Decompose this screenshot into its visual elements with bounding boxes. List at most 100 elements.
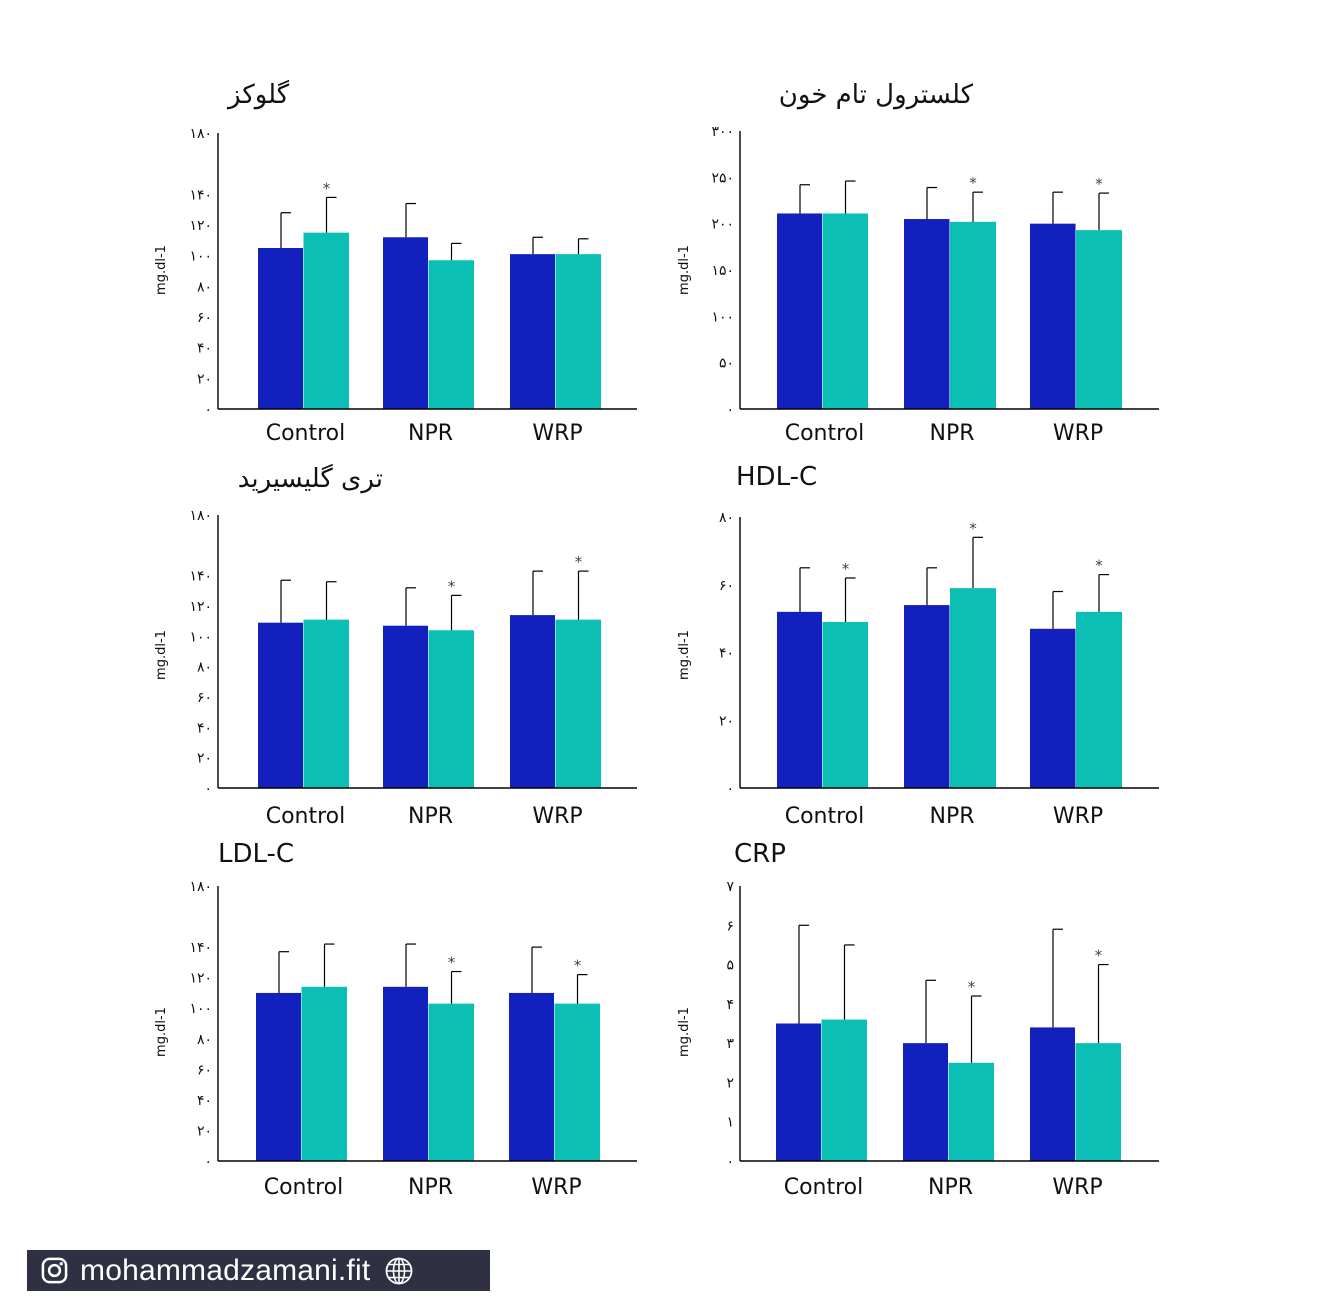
- chart-panel: کلسترول تام خون mg.dl-1 ۰ ۵۰ ۱۰۰ ۱۵۰ ۲۰۰ ۲۵۰ ۳۰۰…: [677, 80, 1159, 446]
- bar: [1075, 1043, 1121, 1161]
- y-tick-label: ۰: [726, 781, 734, 797]
- y-tick-label: ۲۰: [197, 751, 212, 767]
- significance-star: *: [1095, 175, 1103, 193]
- bar: [903, 1043, 948, 1161]
- y-tick-label: ۱۸۰: [189, 126, 212, 142]
- x-category-label: Control: [266, 804, 346, 829]
- bar: [555, 619, 601, 788]
- significance-star: *: [574, 957, 582, 975]
- y-axis-label: mg.dl-1: [677, 630, 692, 680]
- bar: [510, 615, 555, 788]
- chart-title: HDL-C: [736, 462, 817, 492]
- y-axis-label: mg.dl-1: [677, 245, 692, 295]
- x-category-label: NPR: [929, 421, 974, 446]
- bar: [904, 219, 950, 409]
- y-tick-label: ۲۰۰: [711, 217, 734, 233]
- bar: [822, 213, 868, 409]
- y-tick-label: ۸۰: [197, 279, 212, 295]
- y-tick-label: ۰: [726, 1154, 734, 1170]
- y-tick-label: ۶۰: [719, 578, 734, 594]
- bar: [428, 630, 474, 788]
- y-tick-label: ۱۲۰: [189, 218, 212, 234]
- bar: [1076, 611, 1122, 788]
- y-tick-label: ۰: [204, 781, 212, 797]
- y-tick-label: ۵: [726, 958, 734, 974]
- y-tick-label: ۸۰: [197, 1032, 212, 1048]
- x-category-label: WRP: [531, 1175, 581, 1200]
- y-tick-label: ۳۰۰: [711, 124, 734, 140]
- bar: [258, 622, 303, 788]
- bar: [428, 260, 474, 409]
- x-category-label: WRP: [1053, 804, 1103, 829]
- bar: [1030, 1027, 1075, 1161]
- bar: [303, 619, 349, 788]
- significance-star: *: [842, 560, 850, 578]
- bar: [904, 605, 950, 788]
- y-tick-label: ۴۰: [197, 720, 212, 736]
- bar: [777, 611, 822, 788]
- x-category-label: WRP: [532, 421, 582, 446]
- y-tick-label: ۳: [726, 1036, 734, 1052]
- chart-title: CRP: [734, 839, 786, 869]
- y-tick-label: ۴۰: [197, 341, 212, 357]
- y-tick-label: ۱۸۰: [189, 508, 212, 524]
- y-tick-label: ۱: [726, 1115, 734, 1131]
- bar: [948, 1062, 994, 1161]
- footer-watermark-bar: mohammadzamani.fit: [27, 1250, 490, 1291]
- significance-star: *: [323, 179, 331, 197]
- bar: [776, 1023, 821, 1161]
- y-tick-label: ۱۰۰: [189, 249, 212, 265]
- bar: [383, 237, 428, 409]
- chart-panel: CRP mg.dl-1 ۰ ۱ ۲ ۳ ۴ ۵ ۶ ۷ * * Control NPR WRP: [677, 839, 1159, 1200]
- significance-star: *: [969, 519, 977, 537]
- chart-panel: HDL-C mg.dl-1 ۰ ۲۰ ۴۰ ۶۰ ۸۰ * * * Control NPR WRP: [677, 462, 1159, 829]
- chart-title: گلوکز: [226, 79, 290, 110]
- bar: [1076, 230, 1122, 409]
- x-category-label: NPR: [408, 1175, 453, 1200]
- y-tick-label: ۲۰: [719, 713, 734, 729]
- globe-icon: [385, 1257, 413, 1284]
- x-category-label: WRP: [1053, 421, 1103, 446]
- x-category-label: Control: [785, 804, 865, 829]
- y-tick-label: ۱۰۰: [711, 309, 734, 325]
- y-tick-label: ۱۴۰: [189, 569, 212, 585]
- y-tick-label: ۴۰: [197, 1093, 212, 1109]
- x-category-label: Control: [266, 421, 346, 446]
- x-category-label: Control: [785, 421, 865, 446]
- y-axis-label: mg.dl-1: [154, 1007, 169, 1057]
- x-category-label: Control: [264, 1175, 344, 1200]
- y-tick-label: ۶۰: [197, 310, 212, 326]
- chart-panel: تری گلیسیرید mg.dl-1 ۰ ۲۰ ۴۰ ۶۰ ۸۰ ۱۰۰ ۱۲۰ ۱۴۰ ۱۸۰…: [154, 463, 637, 829]
- bar: [821, 1019, 867, 1161]
- y-tick-label: ۱۲۰: [189, 599, 212, 615]
- y-tick-label: ۲: [726, 1075, 734, 1091]
- y-tick-label: ۵۰: [719, 356, 734, 372]
- y-tick-label: ۱۰۰: [189, 1001, 212, 1017]
- instagram-icon: [41, 1257, 68, 1284]
- x-category-label: WRP: [532, 804, 582, 829]
- y-tick-label: ۱۴۰: [189, 187, 212, 203]
- y-tick-label: ۱۴۰: [189, 940, 212, 956]
- chart-title: تری گلیسیرید: [238, 463, 383, 494]
- bar: [555, 254, 601, 409]
- chart-title: کلسترول تام خون: [779, 80, 974, 110]
- y-tick-label: ۴۰: [719, 646, 734, 662]
- y-axis-label: mg.dl-1: [154, 630, 169, 680]
- y-tick-label: ۱۵۰: [711, 263, 734, 279]
- chart-panel: گلوکز mg.dl-1 ۰ ۲۰ ۴۰ ۶۰ ۸۰ ۱۰۰ ۱۲۰ ۱۴۰ ۱۸۰ * Contro…: [154, 79, 637, 446]
- y-tick-label: ۰: [726, 402, 734, 418]
- y-axis-label: mg.dl-1: [677, 1007, 692, 1057]
- y-tick-label: ۰: [204, 1154, 212, 1170]
- y-tick-label: ۶۰: [197, 690, 212, 706]
- y-tick-label: ۷: [726, 879, 734, 895]
- significance-star: *: [969, 174, 977, 192]
- bar: [950, 588, 996, 788]
- y-axis-label: mg.dl-1: [154, 245, 169, 295]
- bar: [301, 986, 347, 1161]
- y-tick-label: ۱۰۰: [189, 629, 212, 645]
- y-tick-label: ۴: [726, 997, 734, 1013]
- y-tick-label: ۲۵۰: [711, 170, 734, 186]
- bar: [1030, 223, 1076, 409]
- bar: [383, 625, 428, 788]
